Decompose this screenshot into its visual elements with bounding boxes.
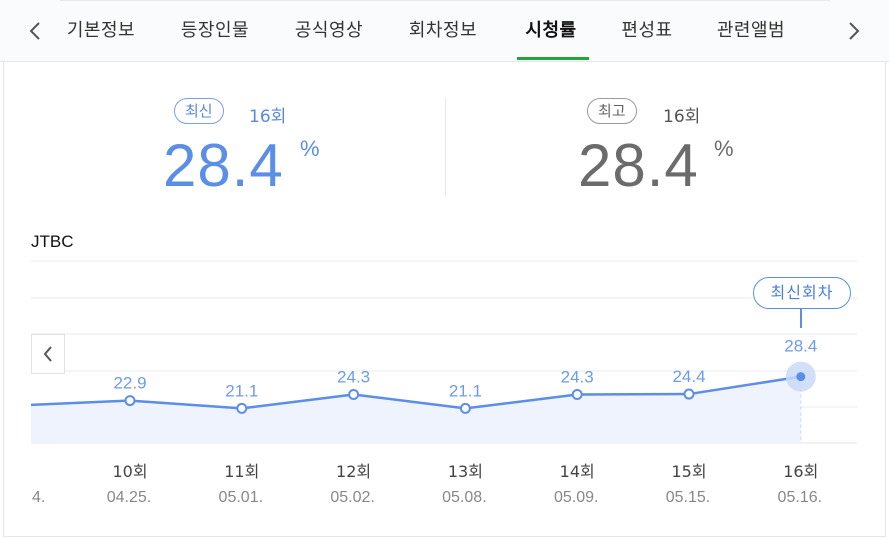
x-tick-date: 05.16. (778, 489, 822, 506)
x-tick-date: 05.02. (330, 489, 374, 506)
latest-rating: 최신 16회 28.4 % (163, 96, 472, 206)
x-tick-episode: 11회 (224, 462, 259, 481)
rating-series-line (30, 375, 801, 410)
x-tick-episode: 16회 (783, 462, 818, 481)
data-point (459, 402, 471, 414)
rating-panel (3, 0, 886, 537)
data-label: 24.3 (561, 367, 594, 386)
data-label: 24.4 (672, 367, 705, 386)
x-tick-episode: 13회 (448, 462, 483, 481)
latest-rating-value: 28.4 (163, 132, 284, 199)
tab-bar-top-border (60, 0, 830, 1)
x-tick-date: 05.08. (442, 489, 486, 506)
latest-rating-unit: % (300, 136, 320, 161)
data-label: 21.1 (449, 381, 482, 400)
best-pill: 최고 (587, 98, 637, 124)
latest-pill: 최신 (174, 98, 224, 124)
data-point (348, 388, 360, 400)
tab-basic-info[interactable]: 기본정보 (66, 20, 136, 41)
rating-divider (445, 98, 446, 196)
badge-pointer (800, 309, 802, 328)
x-tick-date: 05.09. (554, 489, 598, 506)
chevron-right-icon (849, 22, 860, 40)
chart-area (31, 376, 801, 443)
x-tick-episode: 15회 (671, 462, 706, 481)
data-label: 21.1 (225, 381, 258, 400)
data-label: 28.4 (784, 337, 817, 356)
latest-episode: 16회 (249, 107, 287, 127)
best-rating: 최고 16회 28.4 % (578, 96, 886, 206)
data-point (571, 388, 583, 400)
best-rating-value: 28.4 (578, 132, 699, 199)
tab-official-video[interactable]: 공식영상 (294, 20, 364, 41)
tab-bar: 기본정보 등장인물 공식영상 회차정보 시청률 편성표 관련앨범 (0, 0, 889, 62)
tabs-prev-button[interactable] (17, 14, 53, 48)
active-tab-indicator (517, 57, 589, 60)
x-tick-date: 05.01. (219, 489, 263, 506)
best-episode: 16회 (663, 107, 701, 127)
data-point (236, 402, 248, 414)
x-tick-episode: 14회 (560, 462, 595, 481)
data-point (124, 395, 136, 407)
x-tick-date: 05.15. (666, 489, 710, 506)
latest-episode-badge: 최신회차 (753, 277, 851, 309)
chevron-left-icon (29, 22, 40, 40)
tab-related-albums[interactable]: 관련앨범 (716, 20, 786, 41)
chevron-left-icon (43, 346, 52, 362)
tab-cast[interactable]: 등장인물 (180, 20, 250, 41)
data-point (796, 372, 806, 382)
tab-schedule[interactable]: 편성표 (621, 20, 673, 41)
best-rating-unit: % (714, 136, 734, 161)
tabs-next-button[interactable] (836, 14, 872, 48)
x-tick-episode: 12회 (336, 462, 371, 481)
tab-ratings[interactable]: 시청률 (525, 20, 577, 41)
x-tick-episode: 10회 (112, 462, 147, 481)
x-tick-date-cutoff: 4. (32, 489, 45, 506)
data-label: 24.3 (337, 367, 370, 386)
data-label: 22.9 (113, 374, 146, 393)
x-tick-date: 04.25. (107, 489, 151, 506)
chart-prev-button[interactable] (31, 334, 65, 374)
tab-episode-info[interactable]: 회차정보 (408, 20, 478, 41)
data-point (683, 388, 695, 400)
broadcaster-label: JTBC (31, 232, 74, 251)
